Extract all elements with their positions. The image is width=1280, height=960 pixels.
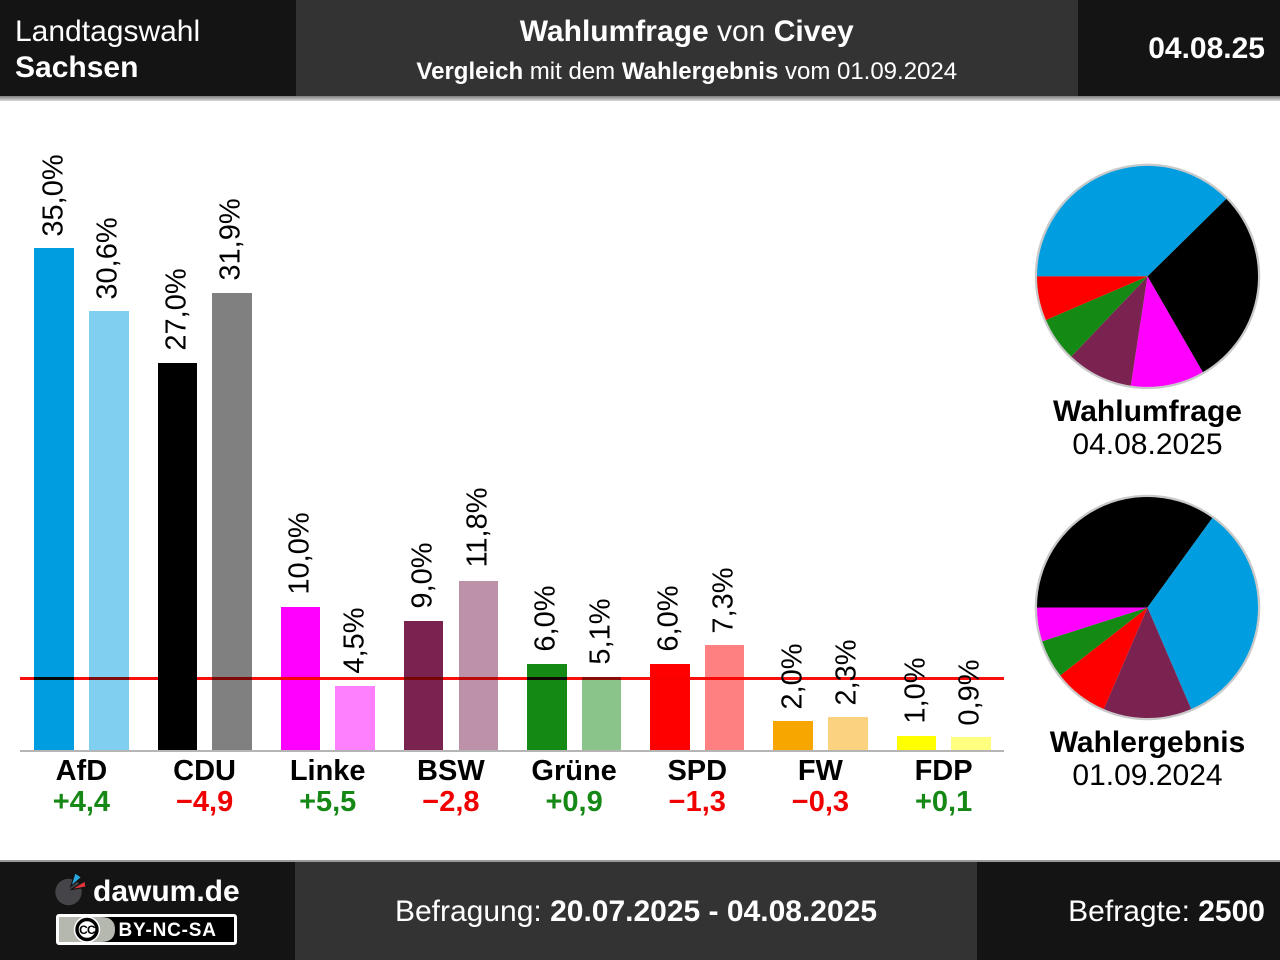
svg-text:CC: CC <box>79 922 96 936</box>
